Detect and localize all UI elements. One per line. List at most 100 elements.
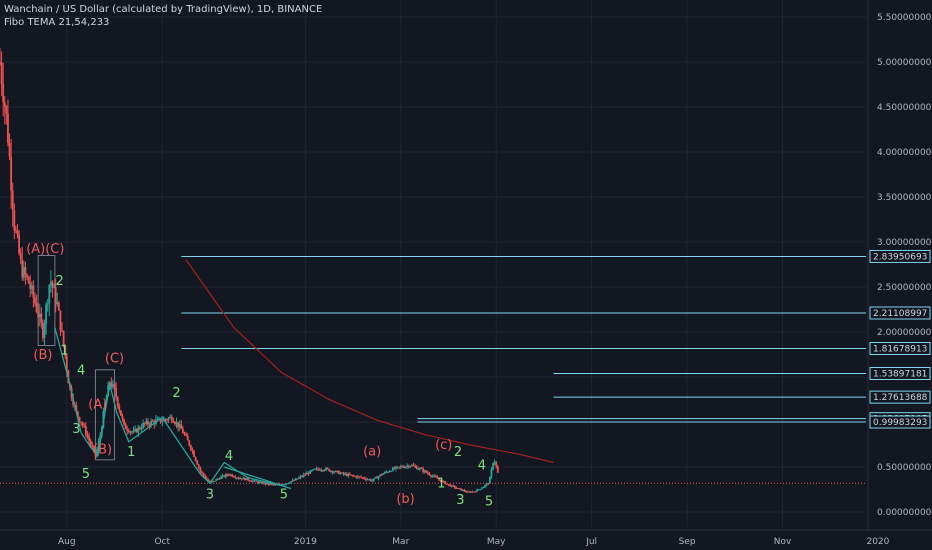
candle-body bbox=[326, 468, 329, 470]
candle-body bbox=[61, 330, 63, 332]
candle-body bbox=[147, 420, 149, 425]
candle-body bbox=[131, 431, 133, 433]
wave-label: (A) bbox=[88, 398, 107, 413]
candle-body bbox=[8, 142, 11, 157]
candle-body bbox=[172, 420, 175, 423]
level-labels: 2.83950693 2.21108997 1.81678913 1.53897181… bbox=[869, 249, 931, 429]
candle-body bbox=[407, 465, 410, 468]
level-label-box bbox=[869, 415, 931, 429]
candle-body bbox=[460, 488, 463, 491]
candle-body bbox=[465, 491, 467, 493]
candle-body bbox=[487, 483, 490, 485]
candle-body bbox=[250, 480, 253, 482]
candle-body bbox=[135, 428, 138, 433]
level-label-box bbox=[869, 249, 931, 263]
candle-body bbox=[215, 479, 218, 481]
candle-body bbox=[3, 102, 6, 107]
candle-body bbox=[312, 469, 315, 471]
candle-body bbox=[385, 471, 388, 473]
chart-title: Wanchain / US Dollar (calculated by Trad… bbox=[4, 4, 323, 15]
candle-body bbox=[256, 481, 259, 484]
candle-body bbox=[269, 483, 272, 485]
candle-body bbox=[264, 482, 267, 485]
candle-body bbox=[240, 478, 243, 480]
candle-body bbox=[77, 411, 79, 417]
candle-body bbox=[492, 463, 494, 470]
level-label: 1.81678913 bbox=[873, 344, 927, 354]
level-label-box bbox=[869, 390, 931, 404]
level-label-box bbox=[869, 306, 931, 320]
candle-body bbox=[342, 472, 345, 475]
wave-label: 4 bbox=[478, 459, 486, 474]
candle-body bbox=[488, 477, 491, 484]
candle-body bbox=[80, 421, 83, 424]
candle-body bbox=[96, 449, 98, 457]
candle-body bbox=[182, 428, 184, 434]
horizontal-levels bbox=[0, 255, 866, 484]
candle-body bbox=[344, 473, 347, 475]
x-tick-label: Sep bbox=[679, 537, 696, 547]
wave-label: 1 bbox=[60, 344, 68, 359]
candle-body bbox=[156, 418, 159, 420]
candle-body bbox=[430, 475, 432, 477]
candle-body bbox=[471, 491, 474, 493]
candle-body bbox=[306, 472, 308, 475]
candle-body bbox=[221, 475, 224, 477]
candle-body bbox=[56, 302, 59, 305]
candle-body bbox=[53, 286, 55, 288]
candle-body bbox=[415, 466, 418, 470]
candle-body bbox=[463, 489, 466, 492]
candle-body bbox=[383, 471, 386, 474]
candle-body bbox=[283, 484, 286, 486]
candle-body bbox=[237, 477, 240, 479]
candle-body bbox=[431, 476, 434, 478]
candle-body bbox=[134, 428, 137, 431]
candle-body bbox=[38, 313, 41, 318]
candle-body bbox=[88, 436, 90, 441]
candle-body bbox=[376, 477, 378, 479]
candle-body bbox=[191, 449, 194, 452]
candle-body bbox=[244, 477, 246, 481]
candle-body bbox=[19, 253, 22, 260]
candle-body bbox=[54, 286, 57, 305]
trendline bbox=[224, 466, 292, 490]
candle-body bbox=[26, 274, 28, 278]
candle-body bbox=[353, 475, 356, 477]
candle-body bbox=[352, 475, 354, 477]
level-label: 1.27613688 bbox=[873, 393, 928, 403]
candle-body bbox=[229, 474, 232, 476]
candle-body bbox=[371, 480, 374, 482]
candle-body bbox=[301, 476, 304, 478]
candle-body bbox=[223, 475, 226, 477]
candle-body bbox=[121, 415, 124, 419]
wave-label: 4 bbox=[77, 363, 85, 378]
candle-body bbox=[91, 444, 94, 448]
candle-body bbox=[320, 470, 323, 472]
candle-body bbox=[170, 416, 173, 421]
candle-body bbox=[409, 466, 412, 468]
candle-body bbox=[398, 466, 401, 468]
candle-body bbox=[97, 441, 100, 450]
candle-body bbox=[282, 484, 285, 486]
candle-body bbox=[83, 425, 86, 427]
candle-body bbox=[442, 480, 445, 482]
candle-body bbox=[32, 285, 35, 298]
wave-label: 4 bbox=[225, 449, 233, 464]
candle-body bbox=[72, 398, 75, 405]
level-label-box bbox=[869, 341, 931, 355]
candle-body bbox=[11, 190, 14, 211]
y-tick-label: 5.00000000 bbox=[877, 58, 932, 68]
x-tick-label: Mar bbox=[392, 537, 409, 547]
time-axis[interactable]: Aug Oct 2019 Mar May Jul Sep Nov 2020 bbox=[58, 537, 890, 547]
candle-body bbox=[347, 473, 350, 476]
candle-body bbox=[360, 476, 362, 478]
candle-body bbox=[423, 470, 426, 472]
candle-body bbox=[113, 383, 116, 388]
candle-body bbox=[436, 477, 439, 479]
candle-body bbox=[57, 302, 60, 311]
candle-body bbox=[477, 489, 480, 491]
candle-body bbox=[286, 483, 289, 485]
candle-body bbox=[118, 405, 121, 411]
